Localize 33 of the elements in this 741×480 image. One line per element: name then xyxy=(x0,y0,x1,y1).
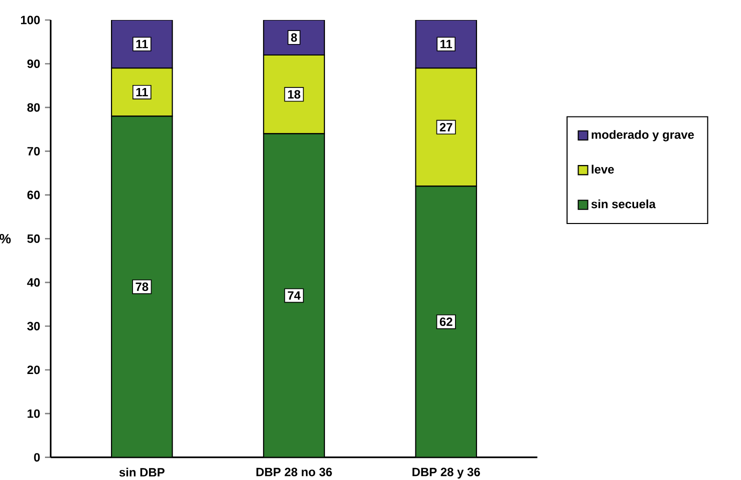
x-tick-label: DBP 28 y 36 xyxy=(412,468,480,479)
bar xyxy=(110,116,173,458)
data-label: 11 xyxy=(440,40,452,48)
bar xyxy=(415,20,478,69)
y-tick-label: 40 xyxy=(27,278,40,287)
y-axis-title: % xyxy=(0,234,11,244)
bar xyxy=(263,20,325,56)
y-tick-label: 90 xyxy=(27,59,40,68)
data-label: 78 xyxy=(136,282,148,292)
bar xyxy=(415,186,478,458)
y-tick-label: 10 xyxy=(28,409,40,418)
y-tick-label: 80 xyxy=(27,103,40,112)
x-tick-label: sin DBP xyxy=(119,468,164,477)
x-tick-label: DBP 28 no 36 xyxy=(256,468,332,476)
data-label: 74 xyxy=(288,291,301,300)
data-label: 27 xyxy=(440,122,452,132)
y-tick-label: 20 xyxy=(27,366,40,374)
data-label: 62 xyxy=(440,318,452,326)
y-tick-label: 60 xyxy=(27,190,40,200)
y-tick-label: 100 xyxy=(21,16,40,24)
data-label: 18 xyxy=(288,90,300,99)
data-label: 8 xyxy=(291,33,297,42)
bar xyxy=(110,20,173,69)
bar xyxy=(263,133,325,458)
legend-label: leve xyxy=(592,164,614,174)
y-tick-label: 70 xyxy=(27,146,40,156)
y-tick-label: 50 xyxy=(27,234,40,243)
y-tick-label: 0 xyxy=(34,453,40,462)
legend-label: sin secuela xyxy=(591,199,656,208)
legend-label: moderado y grave xyxy=(592,130,694,142)
data-label: 11 xyxy=(136,40,148,48)
data-label: 11 xyxy=(136,88,148,96)
y-tick-label: 30 xyxy=(27,322,40,330)
